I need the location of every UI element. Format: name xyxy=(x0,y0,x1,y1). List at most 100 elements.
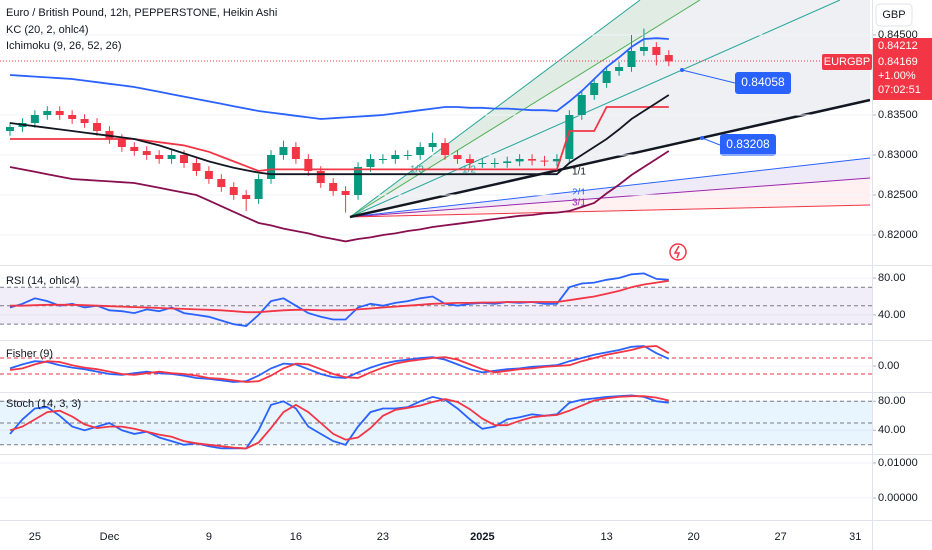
candle-body xyxy=(55,111,64,115)
candle-body xyxy=(615,67,624,71)
candle-body xyxy=(366,159,375,167)
callout-label: 0.84058 xyxy=(741,75,785,89)
pane-title: Fisher (9) xyxy=(6,348,53,360)
candle-body xyxy=(217,179,226,187)
callout-leader xyxy=(701,137,721,146)
last-price: 0.84212 xyxy=(878,40,918,52)
candle-body xyxy=(528,159,537,161)
x-tick-label: 9 xyxy=(206,531,212,543)
indicator-line xyxy=(9,37,669,120)
candle-body xyxy=(490,163,499,164)
indicator-label: KC (20, 2, ohlc4) xyxy=(6,24,89,36)
candle-body xyxy=(354,167,363,195)
callout-label: 0.83208 xyxy=(726,137,770,151)
fan-label: 1/1 xyxy=(572,167,586,178)
candle-body xyxy=(341,191,350,195)
chart-title: Euro / British Pound, 12h, PEPPERSTONE, … xyxy=(6,7,277,19)
candle-body xyxy=(590,83,599,95)
candle-body xyxy=(291,147,300,159)
drawings: 0.84058 0.83208 1/3 1/2 1/1 2/1 3/1 xyxy=(0,0,872,261)
callout-box xyxy=(720,134,776,156)
candle-body xyxy=(30,115,39,123)
indicator-line xyxy=(10,106,669,172)
y-tick-label: 0.00 xyxy=(878,360,899,372)
pane-title: Stoch (14, 3, 3) xyxy=(6,398,81,410)
candle-body xyxy=(204,171,213,179)
currency: GBP xyxy=(882,9,905,21)
candle-body xyxy=(540,160,549,162)
candle-body xyxy=(242,195,251,199)
candle-body xyxy=(652,47,661,55)
candle-body xyxy=(80,119,89,123)
y-tick-label: 40.00 xyxy=(878,424,906,436)
indicator-line xyxy=(9,94,670,176)
alert-icon-bolt xyxy=(673,245,681,259)
candle-body xyxy=(552,159,561,162)
x-tick-label: 27 xyxy=(775,531,787,543)
countdown: 07:02:51 xyxy=(878,84,921,96)
callout-anchor xyxy=(700,136,704,140)
fan-line xyxy=(349,157,871,218)
candle-body xyxy=(43,111,52,115)
candle-body xyxy=(428,143,437,147)
fan-line xyxy=(349,177,871,218)
y-tick-label: 0.00000 xyxy=(878,492,918,504)
trend-line xyxy=(349,98,871,219)
x-tick-label: Dec xyxy=(100,531,120,543)
candle-body xyxy=(577,95,586,115)
x-tick-label: 23 xyxy=(377,531,389,543)
callout-anchor xyxy=(680,68,684,72)
alert-icon[interactable] xyxy=(669,243,687,261)
candle-body xyxy=(515,159,524,162)
candle-body xyxy=(378,159,387,160)
indicator-line xyxy=(9,150,670,243)
change: +1.00% xyxy=(878,70,916,82)
candle-body xyxy=(329,183,338,191)
candle-body xyxy=(130,147,139,151)
symbol-tag xyxy=(822,54,872,70)
indicator-line xyxy=(10,279,669,314)
y-tick-label: 0.01000 xyxy=(878,457,918,469)
indicator-line xyxy=(9,345,670,383)
fan-label: 2/1 xyxy=(572,188,586,199)
fan-fill xyxy=(350,0,870,217)
x-tick-label: 20 xyxy=(688,531,700,543)
candle-body xyxy=(304,159,313,171)
price-tag xyxy=(873,54,932,100)
x-tick-label: 13 xyxy=(601,531,613,543)
candle-body xyxy=(639,47,648,51)
fan-line xyxy=(349,0,841,218)
fan-line xyxy=(349,204,871,218)
candle-body xyxy=(403,155,412,156)
candle-body xyxy=(142,151,151,155)
x-tick-label: 31 xyxy=(849,531,861,543)
y-tick-label: 40.00 xyxy=(878,309,906,321)
candle-body xyxy=(180,155,189,163)
candle-body xyxy=(441,143,450,155)
indicator-label: Ichimoku (9, 26, 52, 26) xyxy=(6,40,122,52)
candle-body xyxy=(93,123,102,131)
indicator-line xyxy=(9,394,669,450)
currency-button[interactable] xyxy=(875,3,913,27)
candle-body xyxy=(602,71,611,83)
fan-line xyxy=(349,0,701,218)
candle-body xyxy=(155,155,164,159)
candle-body xyxy=(391,155,400,159)
y-tick-label: 80.00 xyxy=(878,272,906,284)
price: 0.84169 xyxy=(878,56,918,68)
candle-body xyxy=(416,147,425,155)
candle-body xyxy=(279,147,288,155)
pane-title: RSI (14, ohlc4) xyxy=(6,275,79,287)
candle-body xyxy=(254,179,263,199)
candle-body xyxy=(316,171,325,183)
candle-body xyxy=(453,155,462,159)
candle-body xyxy=(503,161,512,163)
y-tick-label: 80.00 xyxy=(878,395,906,407)
indicator-line xyxy=(9,395,670,450)
candle-body xyxy=(465,159,474,163)
indicator-line xyxy=(9,345,670,383)
symbol: EURGBP xyxy=(824,56,870,68)
